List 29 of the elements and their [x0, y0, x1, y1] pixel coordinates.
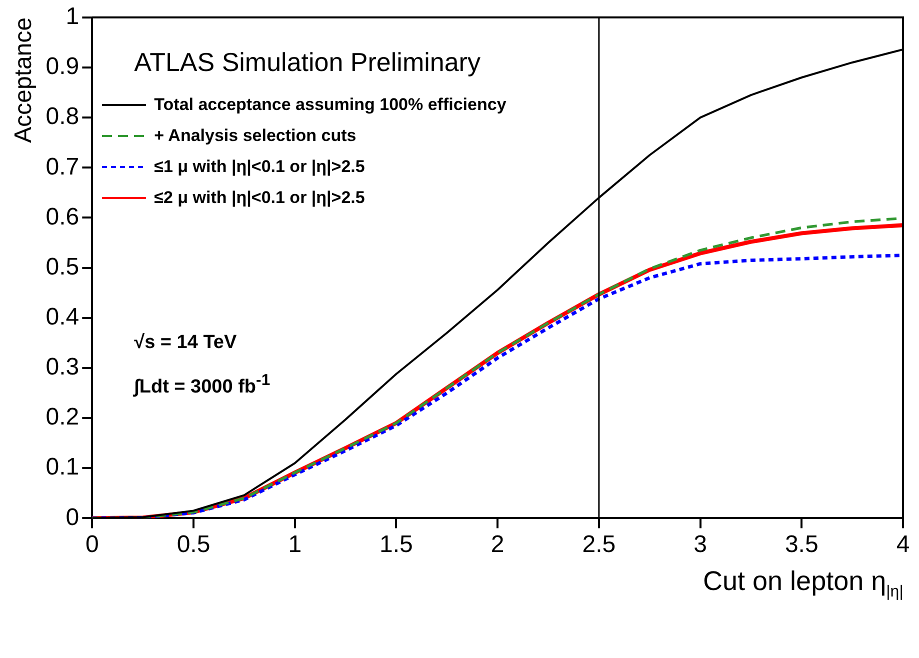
- y-tick-label: 0.4: [46, 304, 80, 331]
- x-tick-label: 1: [288, 531, 302, 558]
- x-tick-label: 3.5: [784, 531, 818, 558]
- x-axis-title: Cut on lepton η$_{|η|}$: [703, 566, 904, 602]
- y-tick-label: 1: [66, 3, 80, 30]
- x-tick-label: 4: [896, 531, 910, 558]
- annotation: ∫Ldt = 3000 fb$^{-1}$: [134, 372, 270, 399]
- legend-label: + Analysis selection cuts: [154, 126, 356, 146]
- x-tick-label: 3: [694, 531, 707, 558]
- y-tick-label: 0.1: [46, 454, 80, 481]
- y-tick-label: 0: [66, 504, 80, 531]
- legend-label: ≤2 μ with |η|<0.1 or |η|>2.5: [154, 188, 365, 208]
- x-tick-label: 0: [85, 531, 99, 558]
- y-tick-label: 0.7: [46, 153, 80, 180]
- y-tick-label: 0.3: [46, 354, 80, 381]
- x-tick-label: 0.5: [176, 531, 210, 558]
- legend-label: Total acceptance assuming 100% efficiency: [154, 94, 506, 115]
- legend-label: ≤1 μ with |η|<0.1 or |η|>2.5: [154, 156, 365, 177]
- y-tick-label: 0.9: [46, 53, 80, 80]
- y-tick-label: 0.5: [46, 253, 80, 280]
- annotation: ATLAS Simulation Preliminary: [134, 47, 480, 78]
- y-tick-label: 0.2: [46, 404, 80, 431]
- y-tick-label: 0.6: [46, 203, 80, 230]
- annotation: √s = 14 TeV: [134, 332, 237, 354]
- y-tick-label: 0.8: [46, 103, 80, 130]
- x-tick-label: 2.5: [582, 531, 616, 558]
- x-tick-label: 1.5: [380, 531, 413, 558]
- x-tick-label: 2: [490, 531, 504, 558]
- y-axis-title: Acceptance: [10, 17, 38, 143]
